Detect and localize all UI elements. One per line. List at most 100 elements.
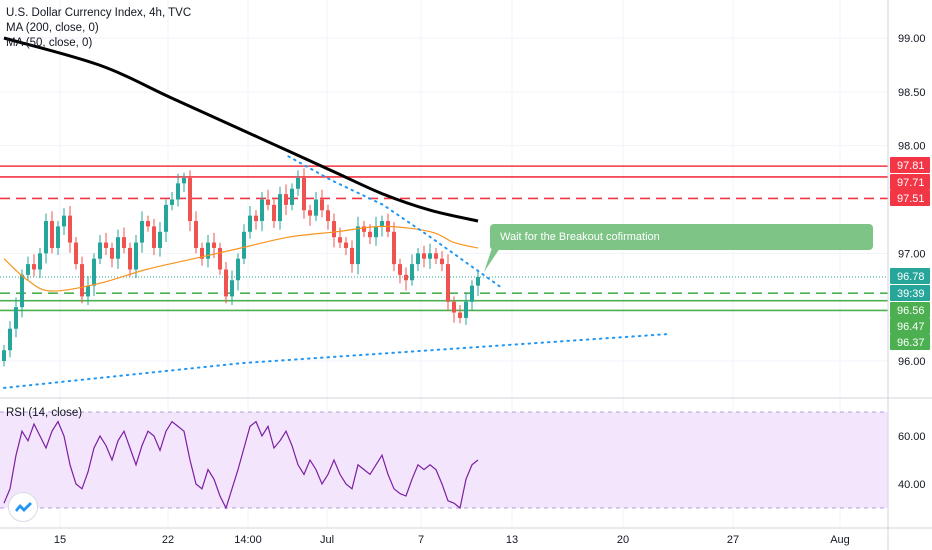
candle [104,242,108,248]
candle [428,253,432,259]
rsi-band [0,412,888,508]
candle [44,221,48,254]
price-tag-label: 96.78 [897,271,925,283]
candle [272,204,276,222]
ma200-legend[interactable]: MA (200, close, 0) [6,22,99,34]
grid-lines [0,0,888,528]
candle [194,221,198,248]
price-tag-resistance [890,190,930,206]
logo-glyph [15,502,32,512]
candle [452,301,456,313]
ascending-trendline[interactable] [3,333,669,389]
candle [56,226,60,248]
tradingview-logo-icon[interactable] [8,492,38,522]
candle [92,258,96,286]
candle [176,183,180,200]
candle [260,199,264,222]
candle [302,177,306,211]
candle [98,242,102,259]
price-tick-label: 99.00 [898,33,926,45]
candle [62,215,66,227]
candle [242,231,246,259]
candle [374,226,378,238]
time-tick-label: 15 [54,534,66,546]
rsi-axis-labels: 60.00 40.00 [898,431,926,491]
price-tag-resistance [890,157,930,173]
candle [278,194,282,222]
candle [50,221,54,248]
price-tick-label: 98.00 [898,141,926,153]
price-tag-countdown [890,285,930,301]
ma200-line [3,36,479,223]
callout-text: Wait for the Breakout cofirmation [500,231,660,243]
candle [140,221,144,243]
candle [296,177,300,189]
candle [200,247,204,259]
candle [458,312,462,318]
breakout-callout[interactable]: Wait for the Breakout cofirmation [490,224,873,250]
candle [170,199,174,205]
time-tick-label: 7 [418,534,424,546]
ma50-legend[interactable]: MA (50, close, 0) [6,37,93,49]
candle [308,210,312,216]
ma50-line [3,225,479,292]
candle [224,269,228,297]
candle [74,242,78,265]
candle [368,231,372,238]
candle [314,199,318,216]
price-tag-label: 97.51 [897,193,925,205]
candle [164,204,168,232]
candle [14,307,18,329]
rsi-legend: RSI (14, close) [6,406,82,421]
price-axis-labels: 99.00 98.50 98.00 97.00 96.00 [898,33,926,368]
time-tick-label: 14:00 [234,534,262,546]
chart-title[interactable]: U.S. Dollar Currency Index, 4h, TVC [6,7,192,19]
price-tag-resistance [890,174,930,190]
candle [146,221,150,227]
time-tick-label: Jul [320,534,334,546]
descending-trendline[interactable] [287,155,503,289]
candle [218,247,222,270]
rsi-legend-label[interactable]: RSI (14, close) [6,407,83,419]
candle [356,226,360,265]
time-tick-label: 22 [162,534,174,546]
price-tag-support [890,302,930,318]
price-tag-label: 96.47 [897,321,925,333]
candle [230,280,234,297]
candle [476,277,480,286]
candle [116,237,120,259]
candle [110,247,114,259]
candle [122,237,126,248]
candle [470,285,474,302]
candle [410,264,414,281]
candle [38,253,42,270]
callout-pointer [484,248,500,272]
candle [86,285,90,297]
time-tick-label: Aug [830,534,850,546]
price-candles [2,168,480,367]
candle [206,242,210,259]
candle [152,226,156,248]
candle [128,247,132,270]
candle [338,237,342,243]
time-tick-label: 13 [506,534,518,546]
price-tag-label: 97.81 [897,160,925,172]
price-tag-label: 96.56 [897,305,925,317]
price-tag-support [890,318,930,334]
candle [2,350,6,361]
candle [446,264,450,302]
candle [266,199,270,205]
candle [422,253,426,259]
candle [416,253,420,265]
candle [320,199,324,211]
time-axis-labels: 15 22 14:00 Jul 7 13 20 27 Aug [54,534,850,546]
price-tag-label: 96.37 [897,337,925,349]
candle [290,188,294,205]
main-legend: U.S. Dollar Currency Index, 4h, TVC MA (… [6,6,191,51]
candle [26,264,30,275]
candle [158,231,162,248]
price-tick-label: 97.00 [898,248,926,260]
horizontal-levels [0,165,888,509]
candle [326,210,330,222]
